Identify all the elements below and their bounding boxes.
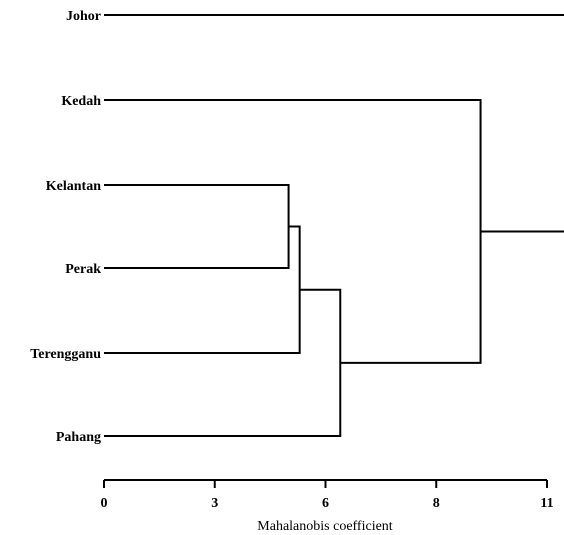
x-tick-label: 6 (322, 496, 329, 511)
leaf-label-kelantan: Kelantan (46, 179, 101, 194)
x-tick-label: 11 (540, 496, 553, 511)
leaf-label-perak: Perak (65, 262, 101, 277)
x-tick-label: 8 (433, 496, 440, 511)
x-axis-ticks: 0 3 6 8 11 (101, 480, 554, 511)
leaf-label-pahang: Pahang (56, 430, 101, 445)
x-tick-label: 3 (211, 496, 218, 511)
branch-merge-4 (104, 99, 482, 364)
x-tick-label: 0 (101, 496, 108, 511)
x-axis: 0 3 6 8 11 Mahalanobis coefficient (101, 479, 554, 534)
branch-merge-2 (104, 225, 301, 354)
leaf-label-johor: Johor (66, 9, 101, 24)
leaf-labels: Johor Kedah Kelantan Perak Terengganu Pahang (30, 9, 101, 445)
branch-merge-1 (104, 184, 290, 269)
x-axis-title: Mahalanobis coefficient (257, 519, 393, 534)
leaf-label-terengganu: Terengganu (30, 347, 101, 362)
dendrogram-branches (104, 14, 564, 437)
leaf-label-kedah: Kedah (61, 94, 101, 109)
branch-merge-3 (104, 288, 342, 437)
